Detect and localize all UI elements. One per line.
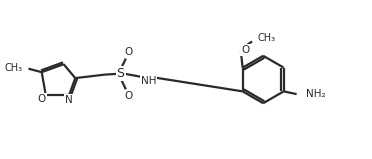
Text: NH₂: NH₂ (306, 89, 326, 99)
Text: O: O (125, 90, 133, 100)
Text: O: O (38, 94, 46, 104)
Text: CH₃: CH₃ (257, 33, 275, 43)
Text: O: O (241, 45, 249, 55)
Text: S: S (116, 67, 125, 80)
Text: N: N (65, 95, 73, 105)
Text: NH: NH (141, 76, 156, 86)
Text: CH₃: CH₃ (4, 63, 23, 73)
Text: O: O (125, 47, 133, 57)
